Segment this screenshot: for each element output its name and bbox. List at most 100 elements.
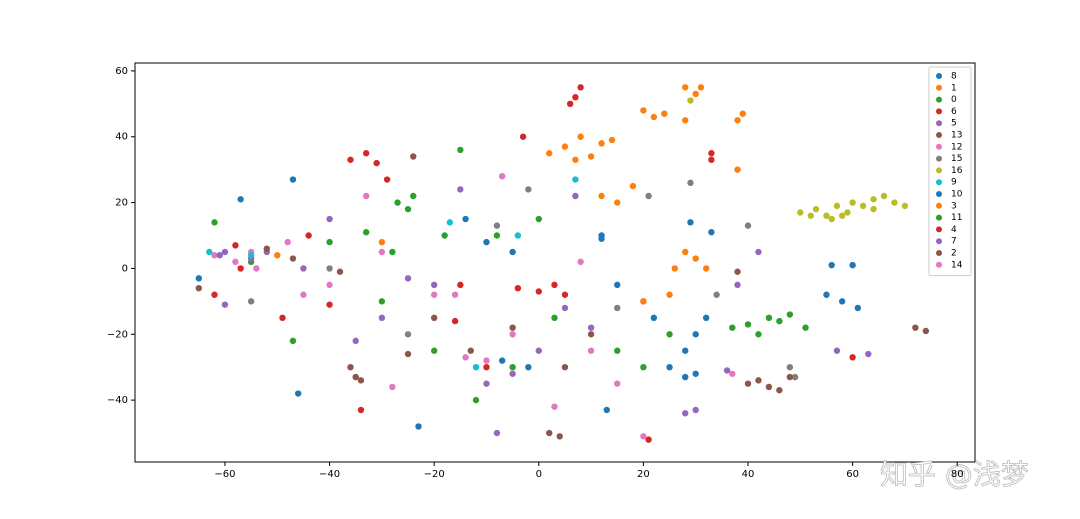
legend-marker (936, 120, 942, 127)
point (404, 205, 412, 213)
point (755, 331, 762, 338)
plot-area (195, 84, 930, 443)
point (682, 248, 689, 256)
x-tick-label: −40 (319, 469, 340, 480)
x-tick-label: 0 (536, 469, 542, 480)
point (551, 314, 558, 322)
legend-marker (936, 108, 942, 115)
point (598, 140, 605, 147)
point (765, 383, 773, 391)
point (457, 146, 464, 154)
point (457, 186, 464, 193)
point (587, 153, 595, 160)
point (237, 265, 244, 272)
x-tick-label: 20 (637, 469, 650, 480)
point (305, 232, 312, 239)
point (300, 265, 307, 272)
point (216, 252, 223, 259)
point (577, 84, 584, 91)
point (708, 150, 715, 157)
point (352, 337, 359, 345)
point (833, 202, 841, 210)
legend-marker (936, 132, 942, 138)
point (682, 84, 689, 91)
point (802, 324, 809, 331)
point (357, 406, 365, 414)
point (823, 212, 830, 219)
point (525, 363, 532, 371)
point (561, 304, 569, 312)
point (697, 84, 705, 91)
point (849, 261, 856, 269)
point (483, 238, 490, 246)
point (441, 232, 448, 239)
legend-label: 11 (951, 213, 962, 223)
point (357, 377, 365, 384)
point (645, 436, 652, 443)
point (682, 410, 689, 417)
point (577, 133, 584, 140)
point (415, 423, 422, 430)
legend-label: 0 (951, 95, 957, 105)
legend-marker (936, 143, 942, 150)
y-tick-label: −20 (107, 329, 128, 340)
point (514, 232, 522, 239)
point (687, 97, 694, 104)
axes-frame (134, 62, 976, 463)
point (289, 176, 297, 183)
point (603, 406, 610, 414)
point (666, 331, 673, 338)
point (326, 265, 333, 272)
point (362, 192, 370, 200)
legend-marker (936, 73, 942, 79)
point (378, 238, 386, 246)
y-tick-label: −40 (107, 395, 128, 406)
point (692, 90, 699, 98)
point (493, 429, 501, 437)
point (786, 373, 794, 381)
point (483, 363, 490, 371)
point (362, 150, 370, 157)
point (498, 357, 506, 364)
point (493, 232, 501, 239)
point (509, 248, 516, 256)
point (739, 110, 746, 117)
point (289, 337, 297, 345)
legend-marker (936, 214, 942, 221)
legend-label: 12 (951, 142, 962, 152)
legend-marker (936, 191, 942, 197)
point (922, 327, 930, 335)
x-tick-label: 80 (951, 469, 964, 480)
point (687, 179, 694, 187)
point (546, 429, 553, 437)
point (535, 347, 542, 354)
point (336, 268, 344, 275)
point (362, 229, 370, 236)
point (812, 205, 820, 213)
legend-label: 10 (951, 190, 963, 200)
point (692, 331, 699, 338)
point (661, 110, 668, 117)
point (823, 291, 830, 298)
point (614, 281, 621, 289)
legend-label: 4 (951, 225, 957, 235)
point (614, 380, 621, 387)
x-tick-label: 40 (742, 469, 755, 480)
legend-marker (936, 155, 942, 162)
y-tick-label: 60 (115, 66, 128, 77)
point (232, 242, 239, 249)
point (734, 166, 741, 173)
point (870, 196, 877, 203)
point (755, 377, 762, 384)
point (247, 252, 255, 259)
point (378, 314, 386, 322)
point (451, 317, 459, 325)
point (211, 291, 218, 298)
point (666, 291, 673, 298)
point (509, 331, 516, 338)
point (467, 347, 474, 354)
point (891, 199, 898, 206)
legend-marker (936, 179, 942, 186)
point (587, 331, 595, 338)
point (561, 143, 569, 150)
